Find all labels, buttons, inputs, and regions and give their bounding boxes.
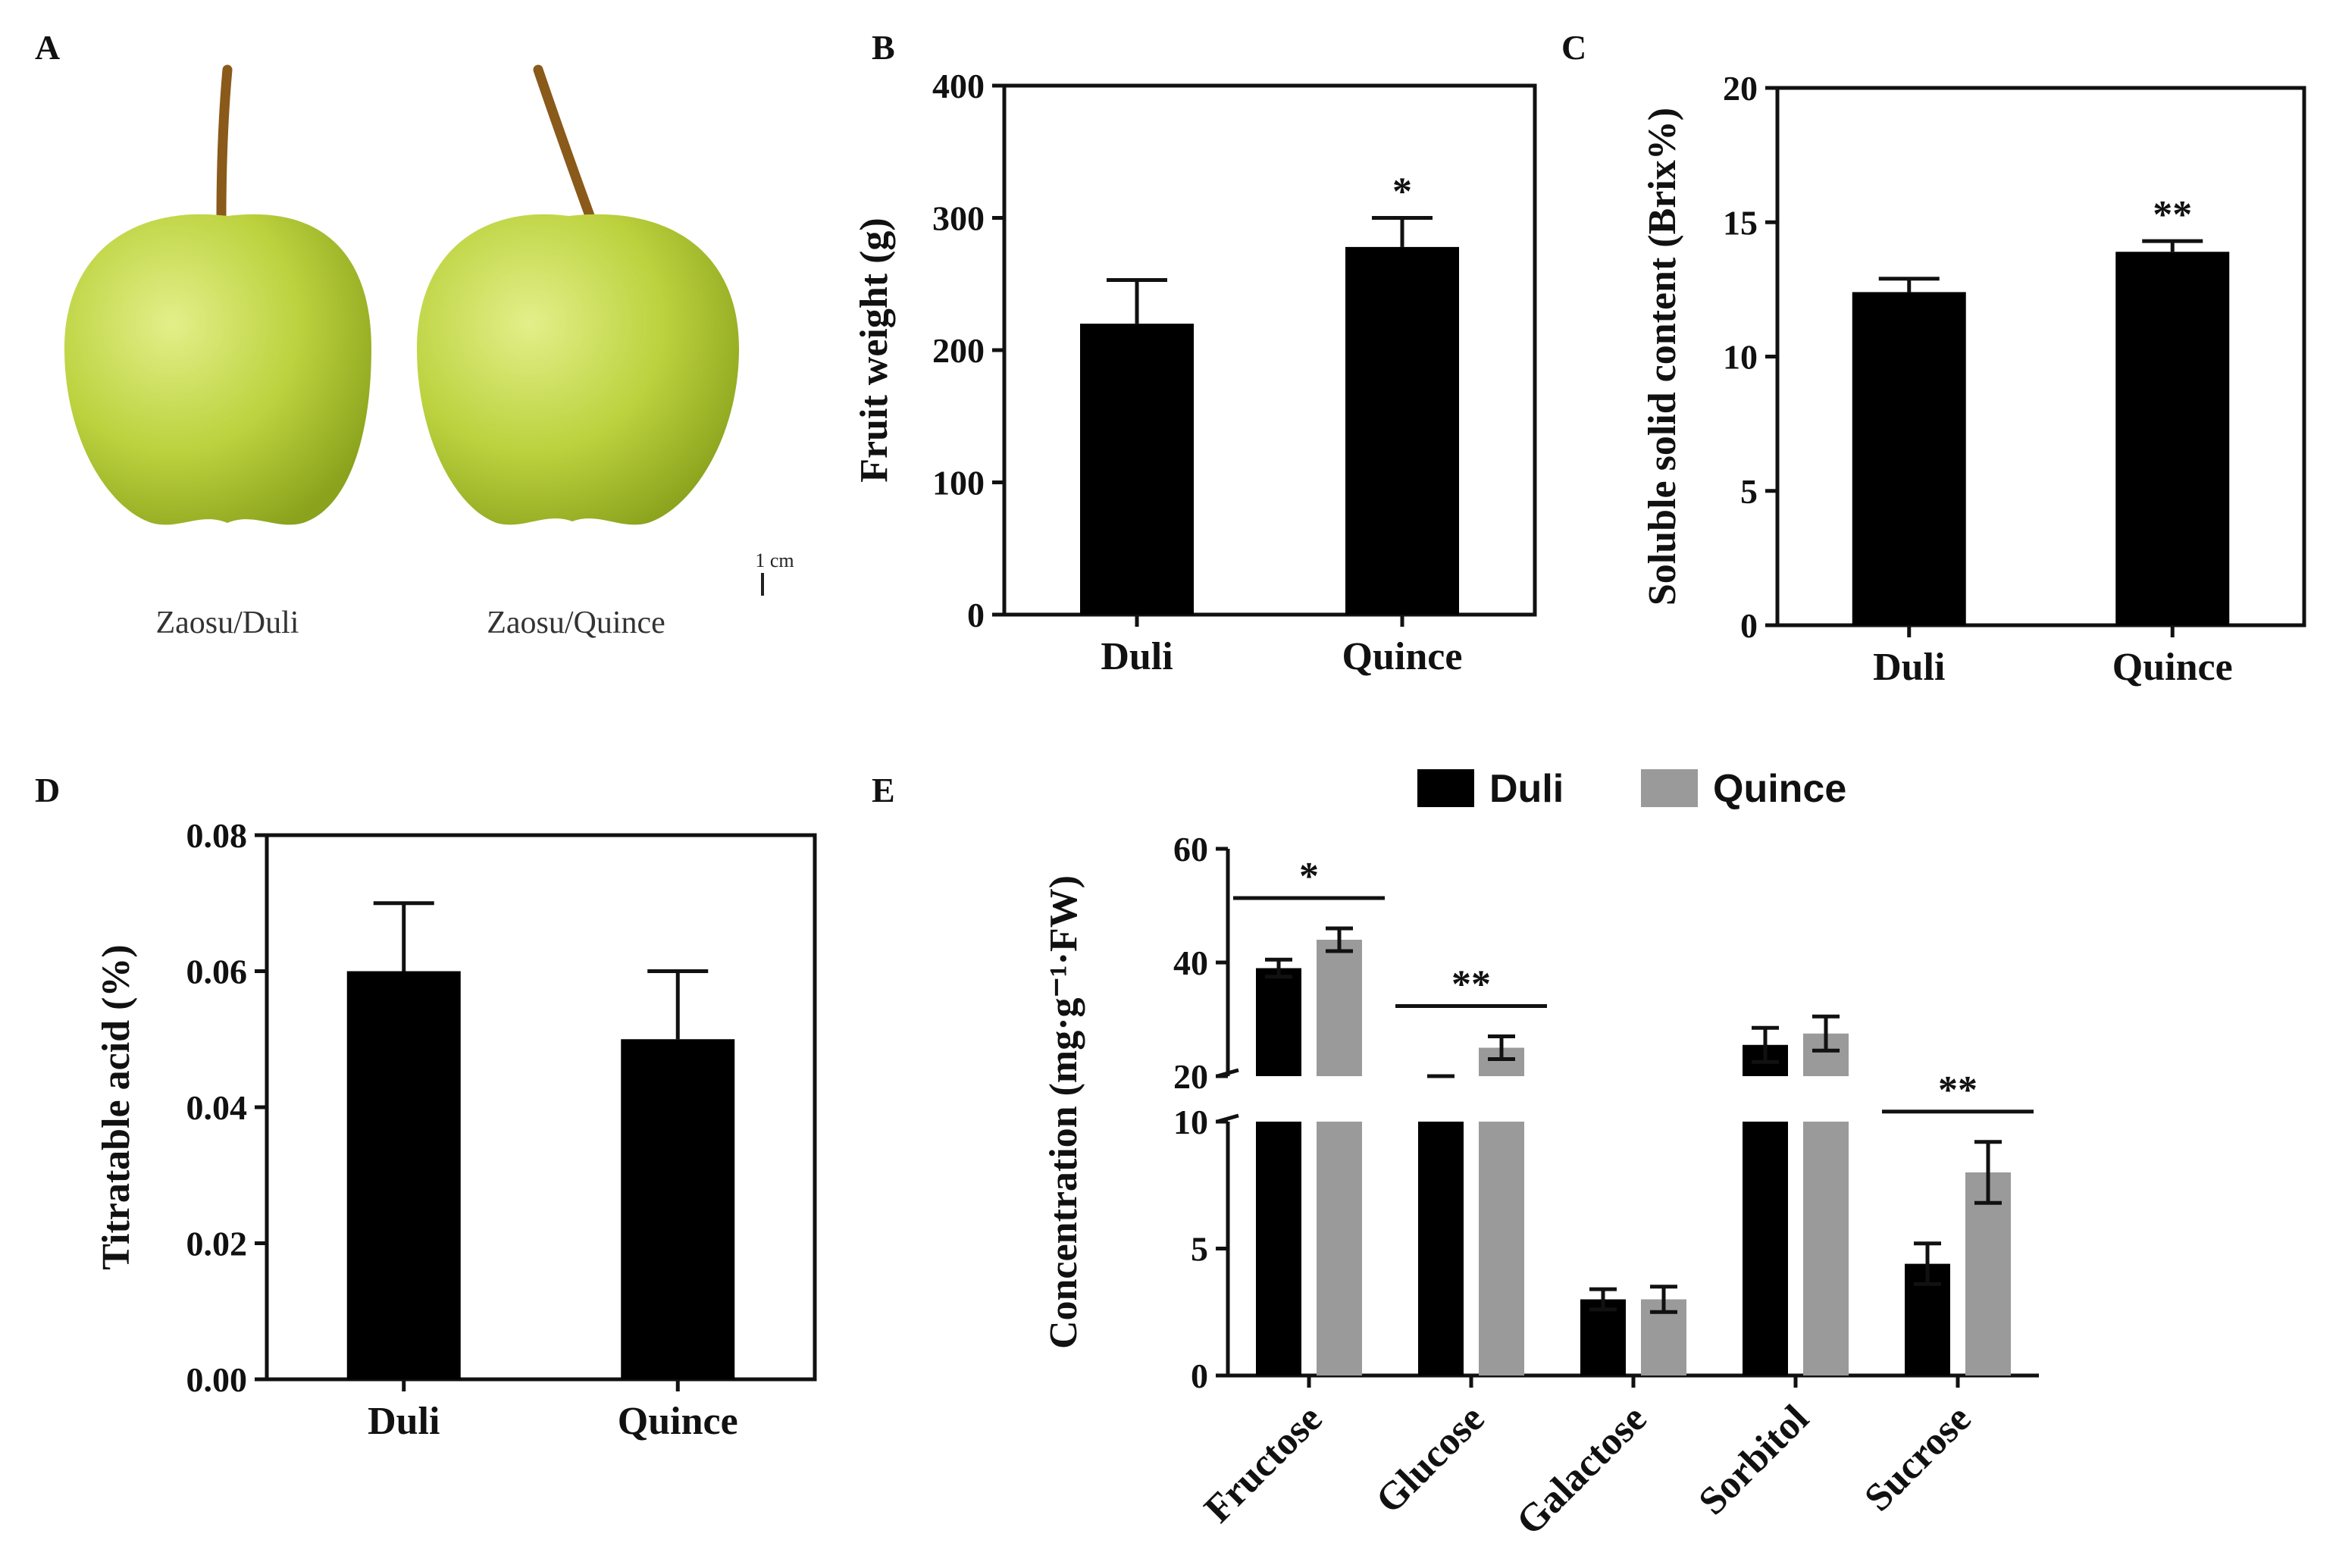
- bar-duli: [1080, 324, 1194, 615]
- y-tick-label: 60: [1173, 830, 1208, 869]
- bar-sorbitol-duli-lower: [1743, 1122, 1788, 1376]
- x-tick-label: Galactose: [1508, 1397, 1655, 1543]
- x-tick-label: Sucrose: [1856, 1397, 1979, 1519]
- bar-fructose-duli: [1256, 968, 1301, 1076]
- panel-letter-d: D: [35, 771, 60, 809]
- caption-zaosu-quince: Zaosu/Quince: [487, 606, 665, 640]
- legend-label-duli: Duli: [1489, 767, 1564, 811]
- y-tick-label: 10: [1723, 338, 1758, 377]
- y-tick-label: 15: [1723, 203, 1758, 242]
- fruit-quince-image: [417, 64, 739, 525]
- y-tick-label: 0: [1191, 1357, 1208, 1395]
- bar-glucose-quince-lower: [1479, 1122, 1524, 1376]
- bar-fructose-quince-lower: [1317, 1122, 1362, 1376]
- y-tick-label: 0.00: [186, 1360, 248, 1399]
- y-tick-label: 0: [967, 596, 985, 634]
- y-axis-title: Titratable acid (%): [95, 944, 138, 1269]
- x-tick-label: Quince: [618, 1400, 738, 1443]
- panel-c: C 0 5 10 15 20 Soluble solid content (Brix%) Du…: [1561, 28, 2306, 689]
- panel-letter-a: A: [35, 28, 60, 67]
- significance-mark: **: [2153, 193, 2192, 236]
- y-tick-label: 0.08: [186, 816, 248, 855]
- bar-quince: [2115, 252, 2230, 625]
- bar-galactose-duli: [1580, 1299, 1626, 1376]
- x-tick-label: Quince: [1342, 635, 1463, 678]
- y-tick-label: 0: [1740, 606, 1758, 645]
- fruit-duli-image: [64, 64, 371, 525]
- y-tick-label: 20: [1173, 1057, 1208, 1096]
- y-axis-title: Soluble solid content (Brix%): [1641, 108, 1684, 606]
- panel-letter-e: E: [872, 771, 895, 809]
- y-tick-label: 5: [1740, 472, 1758, 511]
- y-tick-label: 100: [932, 464, 985, 502]
- scale-bar-label: 1 cm: [755, 549, 794, 571]
- legend-label-quince: Quince: [1713, 767, 1846, 811]
- y-tick-label: 5: [1191, 1230, 1208, 1269]
- bar-duli: [1852, 292, 1966, 625]
- panel-b: B 0 100 200 300 400 Fruit weight (g) Duli Quince…: [853, 28, 1537, 678]
- y-tick-label: 0.06: [186, 953, 248, 991]
- bar-sucrose-quince: [1965, 1172, 2011, 1376]
- caption-zaosu-duli: Zaosu/Duli: [156, 606, 299, 640]
- panel-letter-b: B: [872, 28, 895, 67]
- significance-mark: **: [1451, 963, 1491, 1006]
- bar-sorbitol-quince-lower: [1803, 1122, 1849, 1376]
- bar-fructose-quince: [1317, 940, 1362, 1076]
- x-tick-label: Quince: [2112, 646, 2233, 689]
- significance-mark: *: [1299, 855, 1319, 898]
- panel-a: A Zaosu/Duli Zaosu/Quince 1 cm: [35, 28, 794, 640]
- y-tick-label: 0.02: [186, 1225, 248, 1263]
- y-axis-title: Concentration (mg·g⁻¹·FW): [1042, 875, 1085, 1349]
- panel-d: D 0.00 0.02 0.04 0.06 0.08 Titratable acid (%)…: [35, 771, 817, 1443]
- panel-letter-c: C: [1561, 28, 1586, 67]
- bar-glucose-duli-lower: [1418, 1122, 1464, 1376]
- x-tick-label: Duli: [1873, 646, 1945, 689]
- x-tick-label: Sorbitol: [1691, 1397, 1818, 1523]
- x-tick-label: Duli: [1101, 635, 1173, 678]
- x-tick-label: Fructose: [1196, 1397, 1330, 1531]
- x-tick-label: Duli: [368, 1400, 440, 1443]
- bar-quince: [621, 1039, 735, 1379]
- y-tick-label: 200: [932, 331, 985, 370]
- significance-mark: **: [1938, 1069, 1977, 1112]
- y-tick-label: 10: [1173, 1103, 1208, 1141]
- legend-swatch-duli: [1417, 769, 1474, 807]
- y-tick-label: 20: [1723, 69, 1758, 108]
- bar-quince: [1345, 246, 1459, 615]
- legend-swatch-quince: [1641, 769, 1698, 807]
- bar-fructose-duli-lower: [1256, 1122, 1301, 1376]
- x-tick-label: Glucose: [1368, 1397, 1493, 1522]
- y-tick-label: 40: [1173, 944, 1208, 982]
- y-tick-label: 400: [932, 67, 985, 105]
- y-tick-label: 300: [932, 199, 985, 238]
- panel-e: E 0 5 10 20 40 60 Concentration (mg·g⁻¹·FW) Duli…: [872, 767, 2039, 1544]
- y-axis-title: Fruit weight (g): [853, 218, 896, 482]
- y-tick-label: 0.04: [186, 1088, 248, 1127]
- bar-duli: [346, 971, 461, 1379]
- significance-mark: *: [1392, 171, 1412, 214]
